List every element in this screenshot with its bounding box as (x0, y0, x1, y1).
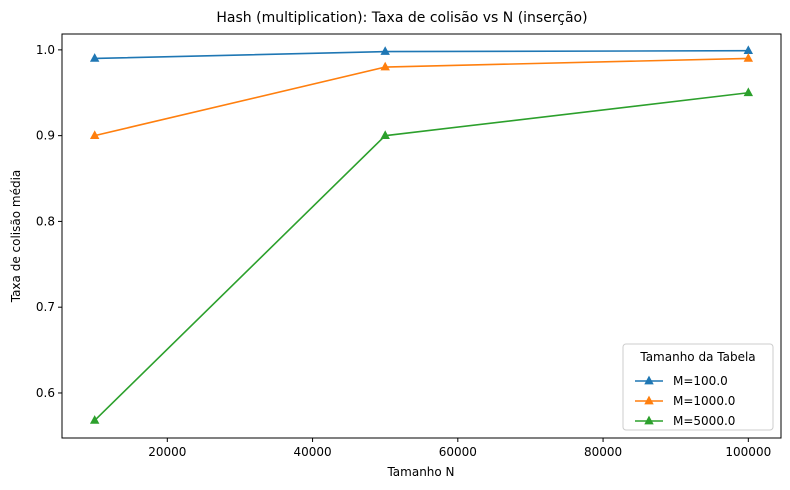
y-tick-label: 0.7 (36, 300, 55, 314)
x-tick-label: 40000 (293, 445, 331, 459)
legend-label-2: M=1000.0 (673, 394, 735, 408)
series-layer (89, 45, 754, 424)
series-3-point (380, 130, 390, 139)
legend-marker-3 (644, 415, 654, 425)
series-2-point (743, 53, 754, 62)
series-1-point (380, 46, 390, 55)
x-tick-label: 60000 (439, 445, 477, 459)
x-tick-label: 80000 (584, 445, 622, 459)
series-2-point (380, 61, 390, 71)
y-axis: 0.6 0.7 0.8 0.9 1.0 (36, 43, 62, 400)
x-tick-label: 100000 (725, 445, 771, 459)
y-axis-label: Taxa de colisão média (9, 170, 23, 304)
plot-frame (61, 33, 782, 439)
legend-box (622, 343, 774, 431)
y-tick-label: 0.9 (36, 129, 55, 143)
chart-title: Hash (multiplication): Taxa de colisão v… (216, 10, 587, 26)
series-3-point (89, 415, 100, 424)
y-tick-label: 1.0 (36, 43, 55, 57)
series-1-point (89, 53, 100, 62)
legend: Tamanho da Tabela M=100.0 M=1000.0 M=5000.0 (622, 343, 774, 431)
y-tick-label: 0.6 (36, 386, 55, 400)
series-line-2 (94, 57, 749, 137)
x-tick-label: 20000 (148, 445, 186, 459)
legend-label-1: M=100.0 (673, 374, 728, 388)
x-axis: 20000 40000 60000 80000 100000 (148, 438, 771, 459)
series-2-point (89, 130, 100, 139)
legend-title: Tamanho da Tabela (639, 350, 755, 364)
y-tick-label: 0.8 (36, 214, 55, 228)
series-line-1 (94, 49, 749, 60)
legend-label-3: M=5000.0 (673, 414, 735, 428)
x-axis-label: Tamanho N (386, 465, 454, 479)
legend-marker-1 (644, 375, 654, 385)
series-3-point (743, 87, 754, 97)
legend-marker-2 (644, 395, 654, 405)
